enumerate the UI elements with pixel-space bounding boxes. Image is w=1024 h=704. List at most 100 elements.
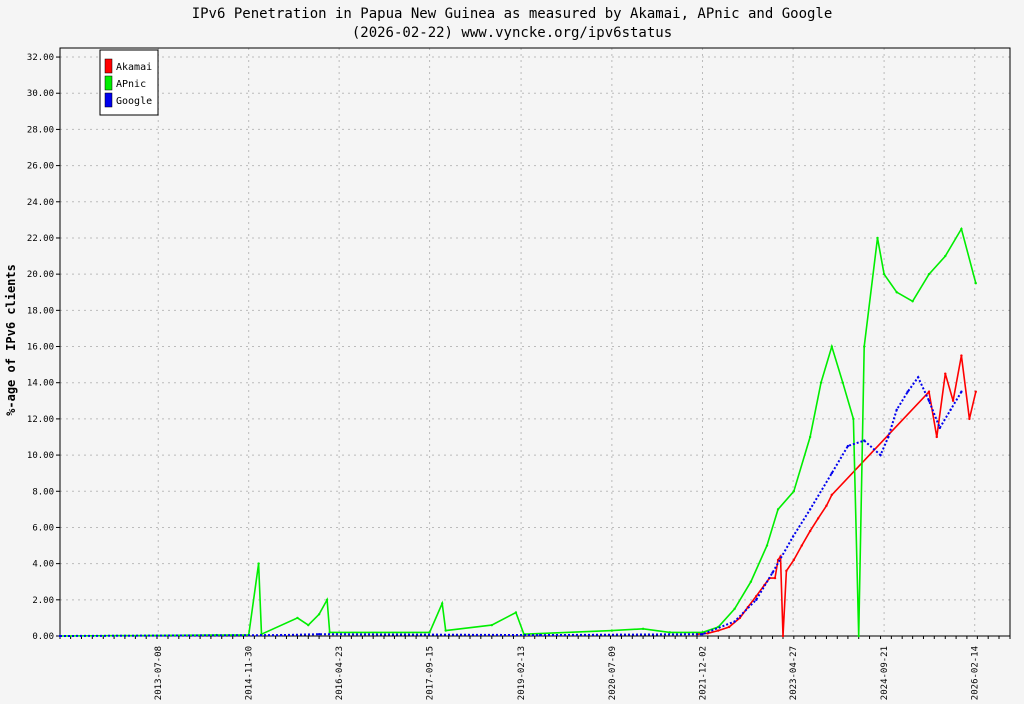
x-tick-label: 2023-04-27: [789, 646, 799, 700]
data-point: [887, 435, 890, 439]
y-tick-label: 10.00: [27, 451, 54, 461]
legend-swatch-google: [104, 92, 113, 108]
y-tick-label: 22.00: [27, 234, 54, 244]
data-point: [830, 345, 833, 348]
grid: [60, 48, 1010, 637]
axes: 0.00 2.00 4.00 6.00 8.00 10.00 12.00 14.00 16.00…: [27, 47, 1011, 700]
data-point: [428, 631, 431, 634]
data-point: [440, 602, 444, 605]
legend: Akamai APnic Google: [99, 49, 159, 116]
data-point: [317, 613, 321, 616]
data-point: [328, 631, 331, 634]
y-tick-label: 12.00: [27, 415, 54, 425]
data-point: [852, 417, 855, 421]
x-tick-label: 2013-07-08: [154, 646, 164, 700]
data-point: [808, 435, 812, 439]
y-tick-label: 0.00: [32, 632, 54, 642]
data-point: [490, 623, 494, 627]
legend-label-akamai: Akamai: [116, 62, 152, 73]
x-tick-label: 2016-04-23: [335, 646, 345, 700]
data-point: [296, 616, 299, 620]
legend-swatch-akamai: [104, 58, 113, 74]
y-tick-label: 2.00: [32, 596, 54, 606]
data-point: [960, 390, 963, 393]
data-point: [717, 629, 720, 632]
data-point: [765, 544, 769, 547]
data-point: [816, 517, 820, 520]
data-point: [325, 598, 329, 602]
x-tick-label: 2020-07-09: [608, 646, 618, 700]
data-point: [749, 580, 753, 583]
data-point: [776, 508, 780, 511]
data-point: [830, 493, 833, 497]
data-point: [863, 439, 866, 442]
y-tick-label: 16.00: [27, 343, 54, 353]
y-tick-label: 20.00: [27, 270, 54, 280]
data-point: [257, 562, 260, 565]
series-layer: [58, 226, 977, 638]
data-point: [733, 607, 736, 611]
y-axis-label: %-age of IPv6 clients: [4, 264, 18, 416]
x-tick-label: 2021-12-02: [698, 646, 708, 700]
x-tick-label: 2026-02-14: [971, 646, 981, 700]
data-point: [830, 471, 833, 475]
data-point: [317, 632, 321, 636]
data-point: [825, 504, 828, 507]
data-point: [738, 616, 742, 620]
y-tick-label: 28.00: [27, 125, 54, 135]
y-tick-label: 8.00: [32, 487, 54, 497]
data-point: [935, 435, 938, 439]
data-point: [927, 390, 931, 393]
x-tick-label: 2017-09-15: [426, 646, 436, 700]
data-point: [863, 345, 866, 348]
data-point: [841, 381, 844, 384]
plot-frame: [59, 47, 1011, 637]
data-point: [974, 282, 977, 285]
data-point: [792, 558, 796, 562]
legend-label-google: Google: [116, 96, 152, 107]
y-tick-label: 6.00: [32, 523, 54, 533]
data-point: [279, 633, 283, 637]
x-tick-label: 2014-11-30: [245, 646, 255, 700]
data-point: [771, 571, 774, 574]
data-point: [968, 417, 971, 421]
data-point: [641, 627, 645, 630]
data-point: [755, 594, 758, 598]
data-point: [951, 399, 955, 402]
data-point: [755, 598, 758, 602]
data-point: [944, 254, 947, 258]
data-point: [785, 569, 788, 573]
series-line-google: [59, 375, 963, 637]
data-point: [846, 444, 850, 448]
y-tick-label: 32.00: [27, 53, 54, 63]
data-point: [974, 390, 977, 393]
y-tick-label: 24.00: [27, 198, 54, 208]
data-point: [444, 629, 447, 632]
data-point: [307, 623, 310, 627]
series-akamai: [695, 354, 977, 638]
data-point: [539, 633, 542, 637]
data-point: [895, 291, 898, 294]
data-point: [916, 376, 920, 379]
data-point: [514, 611, 518, 614]
data-point: [733, 620, 736, 623]
data-point: [927, 399, 931, 402]
data-point: [701, 631, 704, 634]
data-point: [879, 453, 882, 457]
data-point: [773, 576, 777, 580]
data-point: [876, 236, 879, 240]
data-point: [791, 535, 795, 538]
y-tick-label: 26.00: [27, 162, 54, 172]
y-tick-label: 30.00: [27, 89, 54, 99]
data-point: [727, 625, 731, 629]
y-tick-label: 4.00: [32, 560, 54, 570]
y-tick-label: 14.00: [27, 379, 54, 389]
data-point: [960, 227, 963, 231]
data-point: [927, 272, 931, 276]
data-point: [58, 634, 62, 638]
data-point: [668, 631, 672, 634]
chart-subtitle: (2026-02-22) www.vyncke.org/ipv6status: [352, 25, 672, 41]
